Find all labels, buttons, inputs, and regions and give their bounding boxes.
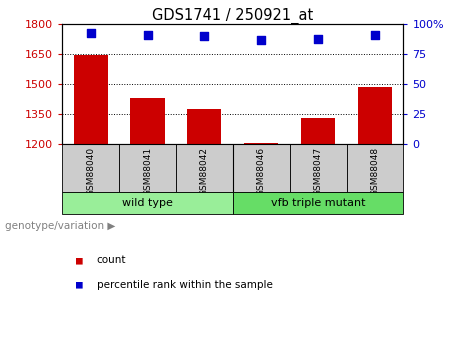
- Bar: [187, 109, 221, 144]
- Bar: [130, 98, 165, 144]
- Bar: [347, 144, 403, 192]
- Bar: [119, 144, 176, 192]
- Point: [201, 33, 208, 39]
- Point: [314, 36, 322, 41]
- Bar: [244, 142, 278, 144]
- Bar: [233, 192, 403, 214]
- Text: percentile rank within the sample: percentile rank within the sample: [97, 280, 273, 289]
- Bar: [176, 144, 233, 192]
- Text: GSM88042: GSM88042: [200, 147, 209, 196]
- Bar: [62, 192, 233, 214]
- Point: [144, 32, 151, 38]
- Text: GSM88047: GSM88047: [313, 147, 323, 196]
- Text: vfb triple mutant: vfb triple mutant: [271, 198, 365, 208]
- Text: ■: ■: [76, 256, 83, 265]
- Bar: [233, 144, 290, 192]
- Text: GSM88041: GSM88041: [143, 147, 152, 196]
- Bar: [358, 87, 392, 144]
- Title: GDS1741 / 250921_at: GDS1741 / 250921_at: [152, 8, 313, 24]
- Text: GSM88040: GSM88040: [86, 147, 95, 196]
- Text: wild type: wild type: [122, 198, 173, 208]
- Bar: [74, 55, 108, 144]
- Bar: [301, 118, 335, 144]
- Point: [258, 37, 265, 42]
- Bar: [62, 144, 119, 192]
- Text: genotype/variation ▶: genotype/variation ▶: [5, 221, 115, 231]
- Text: count: count: [97, 256, 126, 265]
- Text: GSM88048: GSM88048: [371, 147, 379, 196]
- Text: GSM88046: GSM88046: [257, 147, 266, 196]
- Point: [371, 32, 378, 38]
- Text: ■: ■: [76, 280, 83, 289]
- Point: [87, 30, 95, 35]
- Bar: [290, 144, 347, 192]
